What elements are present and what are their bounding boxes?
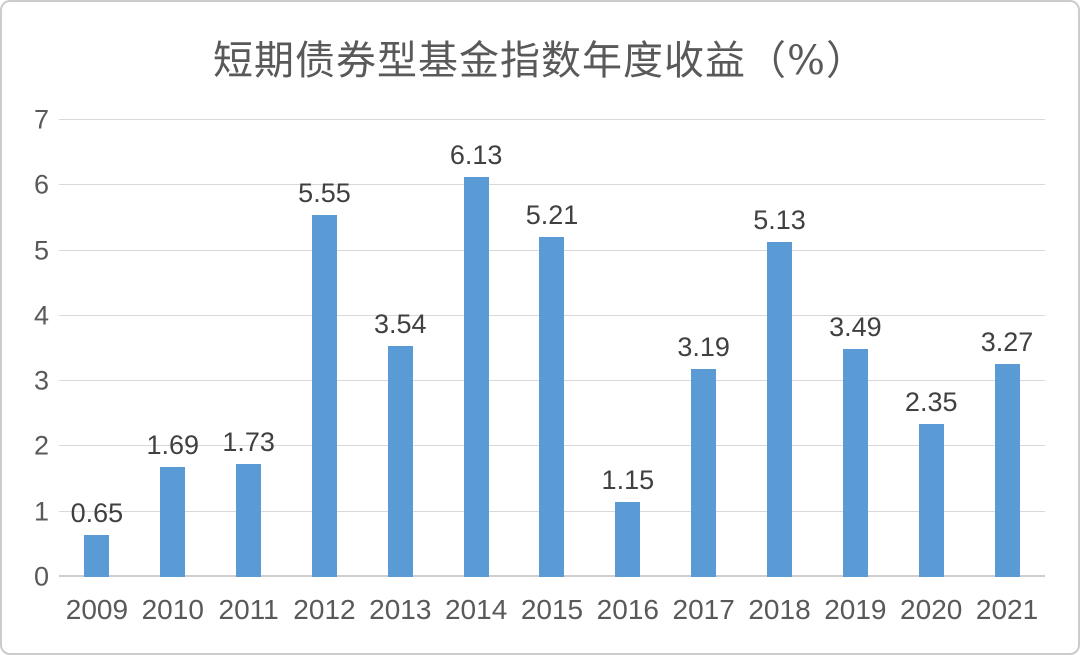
bar-value-label: 0.65 [70, 497, 124, 528]
x-axis-category-label: 2021 [975, 594, 1039, 625]
bar [311, 214, 337, 577]
y-axis-tick-label: 3 [33, 365, 49, 396]
bar [615, 501, 641, 577]
bar [691, 368, 717, 577]
y-axis-tick-label: 6 [33, 169, 49, 200]
bar-slot: 1.69 [135, 120, 211, 577]
bar [539, 236, 565, 577]
x-axis-category-label: 2019 [824, 594, 887, 625]
bar [387, 345, 413, 577]
bar-slot: 3.27 [969, 120, 1045, 577]
bar-value-label: 5.55 [298, 177, 351, 208]
bar-value-label: 1.73 [222, 427, 275, 458]
bar [160, 466, 186, 577]
x-axis-category-label: 2016 [596, 594, 659, 625]
gridline [59, 184, 1045, 186]
bar-slot: 0.65 [59, 120, 135, 577]
bar [994, 363, 1020, 577]
bar-slot: 5.55 [287, 120, 363, 577]
x-axis-category-label: 2018 [748, 594, 811, 625]
bar [918, 423, 944, 577]
x-axis-category-label: 2012 [293, 594, 356, 625]
bar-value-label: 2.35 [904, 386, 958, 417]
bar-value-label: 5.13 [753, 205, 806, 236]
bar-value-label: 6.13 [449, 139, 503, 170]
bar-value-label: 1.15 [601, 464, 655, 495]
bars-container: 0.65 1.69 1.73 5.55 3.54 6.13 5.21 1.15 3.19 5.13… [59, 120, 1045, 577]
bar [84, 534, 110, 577]
bar-slot: 1.15 [590, 120, 666, 577]
bar [767, 242, 793, 577]
bar [236, 464, 262, 577]
bar-slot: 3.19 [666, 120, 742, 577]
y-axis-tick-label: 7 [33, 104, 49, 135]
plot-area: 0.65 1.69 1.73 5.55 3.54 6.13 5.21 1.15 3.19 5.13… [59, 119, 1045, 577]
gridline [59, 119, 1045, 120]
x-axis-category-label: 2009 [65, 594, 129, 625]
x-axis-category-label: 2015 [520, 594, 584, 625]
chart-title: 短期债券型基金指数年度收益（%） [212, 38, 867, 84]
x-axis-category-label: 2010 [141, 594, 204, 625]
x-axis-category-label: 2011 [218, 594, 279, 625]
y-axis-tick-label: 0 [33, 561, 49, 592]
x-axis-category-labels: 2009 2010 2011 2012 2013 2014 2015 2016 2017 2018… [59, 594, 1045, 626]
bar-slot: 6.13 [438, 120, 514, 577]
bar-slot: 5.13 [742, 120, 818, 577]
bar-value-label: 3.49 [829, 312, 882, 343]
y-axis-tick-label: 2 [33, 430, 49, 461]
bar-value-label: 3.54 [374, 308, 427, 339]
bar [842, 349, 868, 577]
bar-slot: 1.73 [211, 120, 287, 577]
y-axis-tick-label: 5 [33, 235, 49, 266]
bar-slot: 2.35 [893, 120, 969, 577]
x-axis-category-label: 2020 [900, 594, 963, 625]
y-axis-tick-label: 1 [33, 496, 49, 527]
x-axis-category-label: 2013 [369, 594, 432, 625]
bar [463, 176, 489, 577]
bar-slot: 3.49 [817, 120, 893, 577]
bar-slot: 3.54 [362, 120, 438, 577]
x-axis-category-label: 2014 [444, 594, 508, 625]
bar-value-label: 5.21 [525, 199, 579, 230]
x-axis-category-label: 2017 [672, 594, 735, 625]
y-axis-tick-label: 4 [33, 300, 49, 331]
bar-value-label: 1.69 [146, 429, 200, 460]
bar-slot: 5.21 [514, 120, 590, 577]
bar-value-label: 3.19 [677, 331, 730, 362]
bar-value-label: 3.27 [980, 326, 1034, 357]
